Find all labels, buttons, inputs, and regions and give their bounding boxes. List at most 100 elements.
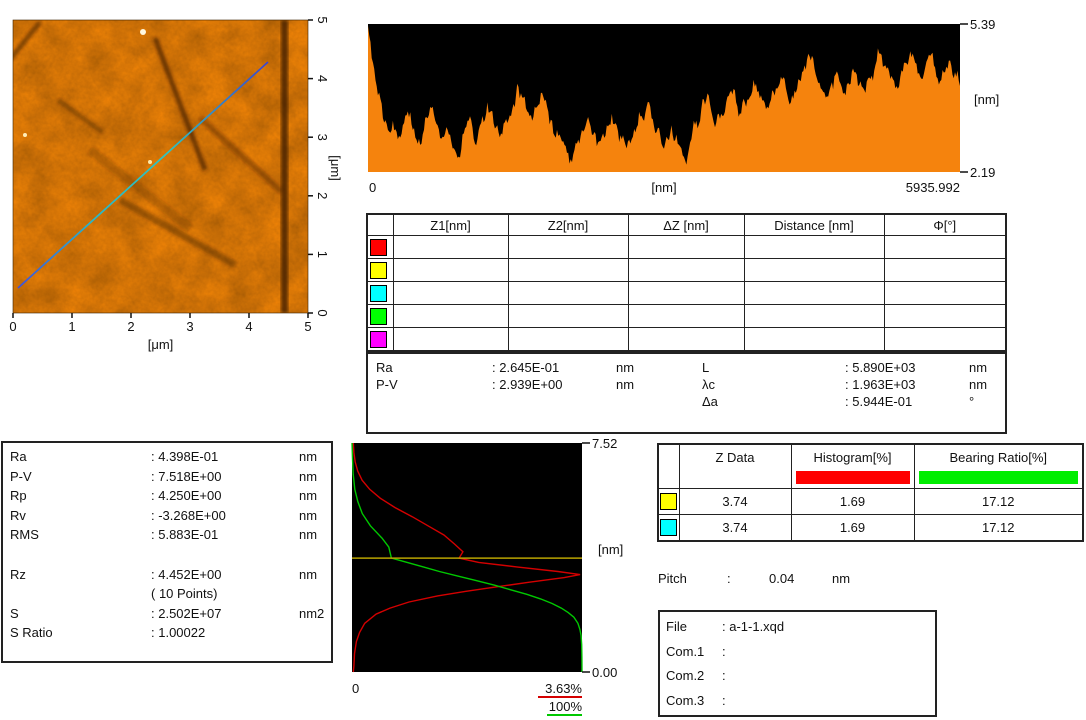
line-profile-chart[interactable]: 5.39 2.19 [nm] 0 [nm] 5935.992 (368, 18, 1086, 204)
stat-value: : 4.250E+00 (151, 488, 222, 504)
stat-label: λc (702, 377, 715, 392)
zdata-header-label: Z Data (715, 450, 755, 465)
measurement-row (366, 258, 1007, 282)
axis-label: 4 (245, 319, 252, 334)
afm-image-surface (13, 20, 308, 313)
pitch-colon: : (727, 571, 731, 586)
measurement-cell (743, 235, 885, 259)
cursor-color-cell (366, 258, 394, 282)
measurement-cell (743, 304, 885, 328)
bearing-ratio-curve (351, 442, 583, 673)
profile-measurement-line[interactable] (17, 61, 269, 289)
stat-label: Ra (376, 360, 393, 375)
histogram-curve (352, 442, 581, 673)
stat-unit: nm (616, 360, 635, 375)
stat-label: S (10, 605, 19, 621)
axis-label: 4 (315, 75, 330, 82)
area-stat-row: RMS: 5.883E-01 nm (3, 525, 331, 545)
stat-value: : -3.268E+00 (151, 507, 226, 523)
cursor-color-swatch (370, 238, 387, 256)
stat-value: : 1.00022 (151, 625, 206, 641)
stat-unit: nm (616, 377, 635, 392)
axis-label: 0.00 (592, 665, 617, 680)
stat-unit: nm (299, 566, 318, 582)
stat-label: P-V (376, 377, 398, 392)
area-roughness-stats-box: Ra: 4.398E-01 nm P-V: 7.518E+00 nm Rp: 4.250… (1, 441, 333, 663)
stat-unit: nm (969, 360, 988, 375)
stat-label: Ra (10, 449, 27, 464)
axis-label: 5 (315, 16, 330, 23)
stat-unit: nm2 (299, 605, 325, 621)
zdata-color-cell (657, 514, 680, 542)
axis-label: 100% (549, 699, 583, 714)
measurement-cell (507, 258, 629, 282)
cursor-measurement-table: Z1[nm] Z2[nm] ΔZ [nm] Distance [nm] Φ[°] (366, 213, 1007, 352)
axis-label: 0 (9, 319, 16, 334)
zdata-column-header: Histogram[%] (790, 443, 915, 489)
file-info-value: : (722, 668, 726, 683)
zdata-column-header (657, 443, 680, 489)
area-stat-row (3, 545, 331, 565)
stat-value: : 4.452E+00 (151, 566, 222, 582)
height-histogram-chart[interactable]: 7.52 0.00 [nm] 0 3.63% 100% (347, 436, 647, 720)
surface-particle (140, 29, 146, 35)
zdata-column-header: Z Data (678, 443, 792, 489)
afm-topography-image[interactable]: 0 1 2 3 4 5 [μm] 0 1 2 3 4 5 [μm] (0, 0, 348, 362)
legend-bar-spacer (663, 471, 675, 484)
axis-label: 2 (127, 319, 134, 334)
measurement-cell (507, 327, 629, 352)
measurement-column-header: ΔZ [nm] (627, 213, 745, 236)
measurement-row (366, 327, 1007, 352)
stat-unit: nm (299, 449, 318, 464)
axis-label: 1 (315, 251, 330, 258)
measurement-column-header: Φ[°] (883, 213, 1007, 236)
area-stat-row: S Ratio: 1.00022 (3, 623, 331, 643)
measurement-cell (392, 281, 509, 305)
stat-value: : 5.890E+03 (845, 360, 916, 375)
zdata-table-header-row: Z Data Histogram[%] Bearing Ratio[%] (657, 443, 1084, 489)
stat-label: Rp (10, 488, 27, 504)
measurement-cell (392, 304, 509, 328)
stat-unit: ° (969, 394, 975, 409)
file-info-value: : (722, 692, 726, 708)
stat-label: Rz (10, 566, 26, 582)
area-stat-row: P-V: 7.518E+00 nm (3, 467, 331, 487)
stat-value: : 5.883E-01 (151, 527, 219, 543)
file-info-value: : a-1-1.xqd (722, 619, 785, 634)
file-info-label: Com.3 (666, 692, 705, 708)
axis-label: 3.63% (545, 681, 582, 696)
pitch-value: 0.04 (769, 571, 795, 586)
stat-value: : 7.518E+00 (151, 468, 222, 484)
measurement-cell (743, 258, 885, 282)
zdata-row: 3.74 1.69 17.12 (657, 488, 1084, 515)
axis-label: 2.19 (970, 165, 995, 180)
file-info-box: File: a-1-1.xqd Com.1: Com.2: Com.3: (658, 610, 937, 717)
measurement-cell (507, 281, 629, 305)
surface-groove (281, 20, 288, 313)
measurement-row (366, 281, 1007, 305)
zdata-cell: 1.69 (790, 514, 915, 542)
stat-value: : 2.645E-01 (492, 360, 560, 375)
line-roughness-stats-box: Ra: 2.645E-01 nm P-V: 2.939E+00 nm L: 5.890E… (366, 352, 1007, 434)
measurement-cell (507, 304, 629, 328)
measurement-row (366, 235, 1007, 259)
legend-color-bar (795, 471, 910, 484)
stat-value: ( 10 Points) (151, 586, 218, 602)
measurement-cell (392, 235, 509, 259)
cursor-color-cell (366, 281, 394, 305)
axis-label: 0 (369, 180, 376, 195)
pitch-row: Pitch: 0.04 nm (658, 571, 850, 586)
measurement-cell (627, 304, 745, 328)
area-stat-row: ( 10 Points) (3, 584, 331, 604)
zdata-cell: 3.74 (678, 514, 792, 542)
stat-label: P-V (10, 468, 32, 484)
stat-value: : 2.502E+07 (151, 605, 222, 621)
measurement-cell (392, 258, 509, 282)
measurement-cell (883, 235, 1007, 259)
area-stat-row: Rp: 4.250E+00 nm (3, 486, 331, 506)
measurement-row (366, 304, 1007, 328)
axis-label: 3 (315, 134, 330, 141)
measurement-column-header: Z1[nm] (392, 213, 509, 236)
measurement-column-header: Z2[nm] (507, 213, 629, 236)
